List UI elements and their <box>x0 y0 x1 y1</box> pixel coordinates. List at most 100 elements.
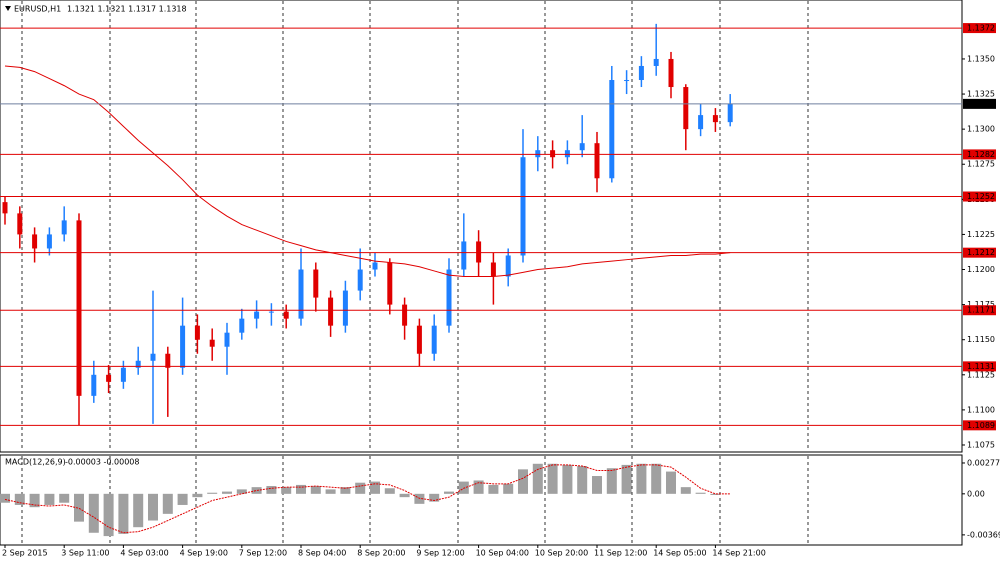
candle-body <box>609 80 615 179</box>
macd-bar <box>458 481 469 494</box>
candle-body <box>535 150 541 158</box>
symbol: EURUSD,H1 <box>14 5 61 14</box>
candle-body <box>150 353 156 361</box>
macd-bar <box>503 483 514 494</box>
level-label: 1.1282 <box>967 150 995 159</box>
level-label: 1.1212 <box>967 248 995 257</box>
macd-bar <box>207 492 218 494</box>
candle-body <box>416 325 422 354</box>
level-label: 1.1252 <box>967 192 995 201</box>
macd-quote: -0.00003 -0.00008 <box>65 458 139 467</box>
candle-body <box>550 150 556 158</box>
candle-body <box>431 325 437 354</box>
x-tick-label: 3 Sep 11:00 <box>61 549 109 558</box>
candle-body <box>727 103 733 123</box>
x-tick-label: 7 Sep 12:00 <box>239 549 287 558</box>
candle-body <box>194 325 200 340</box>
x-tick-label: 10 Sep 20:00 <box>535 549 588 558</box>
level-label: 1.1131 <box>967 362 995 371</box>
macd-bar <box>14 493 25 505</box>
quote: 1.1321 1.1321 1.1317 1.1318 <box>67 5 187 14</box>
macd-bar <box>636 463 647 494</box>
x-tick-label: 11 Sep 12:00 <box>594 549 647 558</box>
macd-bar <box>148 493 158 521</box>
macd-bar <box>222 491 232 494</box>
macd-bar <box>29 493 40 508</box>
menu-arrow[interactable] <box>5 6 11 11</box>
y-tick-label: 1.1175 <box>967 300 995 309</box>
level-tag <box>963 149 996 160</box>
macd-bar <box>44 493 55 505</box>
macd-bar <box>621 464 632 494</box>
last-price-tag <box>963 98 996 109</box>
x-tick-label: 9 Sep 12:00 <box>416 549 464 558</box>
candle-body <box>387 262 393 305</box>
macd-bar <box>370 481 380 494</box>
y-tick-label: 0.00 <box>967 489 985 498</box>
y-tick-label: 1.1350 <box>967 54 995 63</box>
candle-body <box>313 269 319 298</box>
x-tick-label: 2 Sep 2015 <box>2 549 48 558</box>
candle-body <box>46 234 52 249</box>
macd-bar <box>281 487 292 494</box>
y-tick-label: -0.00369 <box>967 530 1000 539</box>
y-tick-label: 1.1150 <box>967 335 995 344</box>
macd-bar <box>547 463 558 494</box>
macd-bar <box>680 487 691 494</box>
macd-bar <box>384 488 395 494</box>
candle-body <box>446 269 452 326</box>
candle-body <box>520 157 526 256</box>
y-tick-label: 1.1300 <box>967 125 995 134</box>
candle-body <box>564 150 570 158</box>
x-tick-label: 14 Sep 21:00 <box>712 549 765 558</box>
y-tick-label: 1.1075 <box>967 440 995 449</box>
level-tag <box>963 305 996 316</box>
macd-panel <box>0 454 963 546</box>
candle-body <box>165 353 171 368</box>
macd-bar <box>429 493 440 502</box>
candle-body <box>505 255 511 277</box>
candle-body <box>106 374 112 382</box>
candle-body <box>254 311 260 319</box>
macd-bar <box>266 486 277 494</box>
candle-body <box>653 58 659 66</box>
macd-bar <box>606 468 617 494</box>
macd-bar <box>695 492 706 494</box>
candle-body <box>476 241 482 263</box>
candle-body <box>357 269 363 291</box>
candle-body <box>402 304 408 326</box>
candle-body <box>624 80 630 82</box>
candle-body <box>32 234 38 249</box>
y-tick-label: 1.1100 <box>967 405 995 414</box>
candle-body <box>579 143 585 151</box>
macd-bar <box>355 482 366 494</box>
macd-bar <box>192 493 203 498</box>
macd-bar <box>532 463 543 494</box>
candle-body <box>461 241 467 270</box>
x-tick-label: 8 Sep 04:00 <box>298 549 346 558</box>
macd-bar <box>666 471 676 494</box>
moving-average <box>4 65 731 278</box>
y-tick-label: 1.1200 <box>967 265 995 274</box>
candle-body <box>638 65 644 81</box>
y-tick-label: 1.1225 <box>967 230 995 239</box>
macd-bar <box>162 493 173 514</box>
macd-bar <box>562 464 573 494</box>
level-label: 1.1171 <box>967 306 995 315</box>
macd-bar <box>473 480 484 494</box>
candle-body <box>2 202 8 214</box>
macd-bar <box>74 493 84 522</box>
candle-body <box>283 311 289 319</box>
level-label: 1.1372 <box>967 24 995 33</box>
macd-bar <box>177 493 188 505</box>
level-tag <box>963 191 996 202</box>
candle-body <box>668 58 674 88</box>
candle-body <box>328 297 334 326</box>
candle-body <box>61 220 67 235</box>
candle-body <box>683 87 689 130</box>
candle-body <box>372 262 378 270</box>
macd-bar <box>488 484 499 494</box>
level-tag <box>963 23 996 34</box>
candle-body <box>712 115 718 123</box>
